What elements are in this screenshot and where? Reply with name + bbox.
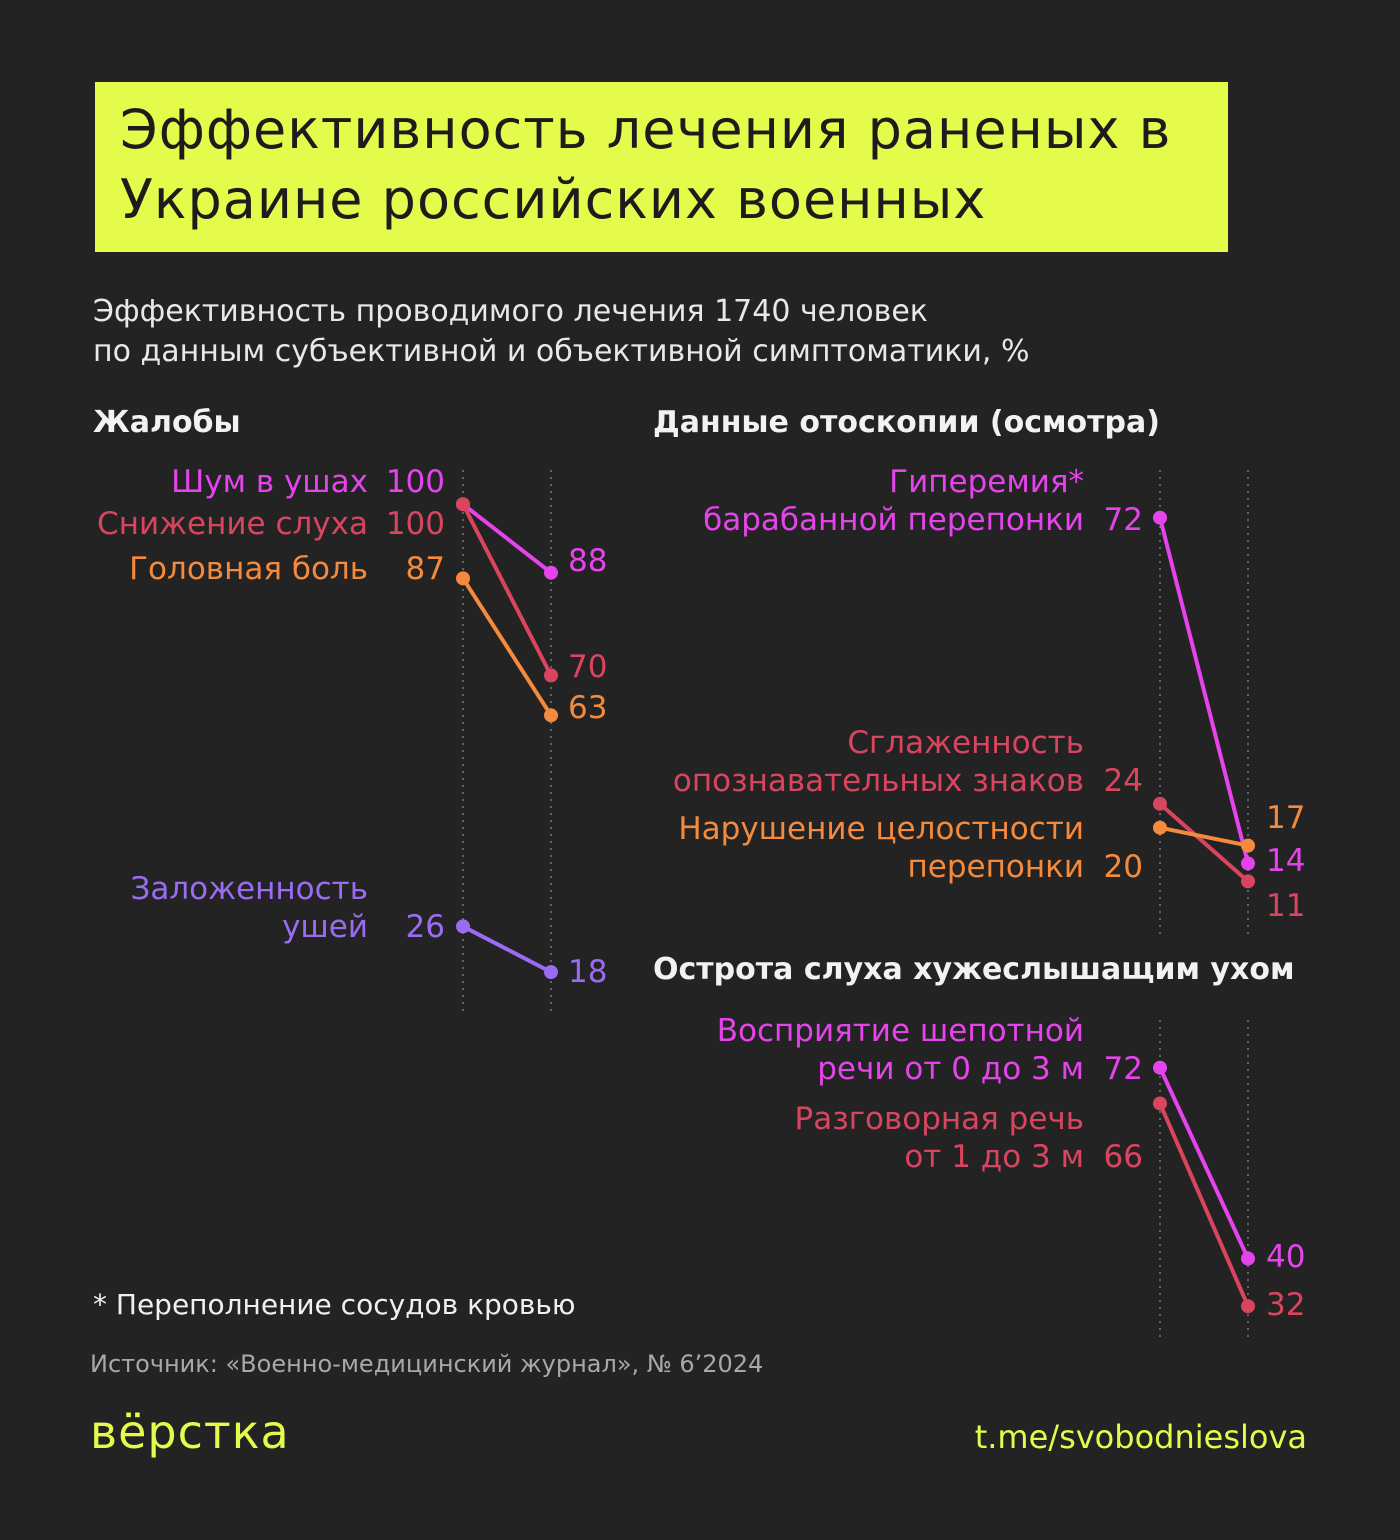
slope-line [1158, 802, 1250, 883]
point [456, 571, 470, 586]
panel-title: Жалобы [93, 405, 241, 440]
point [544, 708, 558, 723]
panel-title: Данные отоскопии (осмотра) [653, 405, 1160, 440]
slope-line [1159, 825, 1249, 848]
point [1153, 820, 1167, 835]
value-label: 100 [385, 506, 445, 542]
slope-line [1158, 1102, 1250, 1308]
slope-line [1158, 1066, 1250, 1260]
value-label: 24 [1103, 763, 1143, 799]
source: Источник: «Военно-медицинский журнал», №… [90, 1350, 764, 1378]
value-label: 100 [385, 464, 445, 500]
point [456, 919, 470, 934]
value-label: 66 [1103, 1139, 1143, 1175]
series-label: Сглаженность опознавательных знаков [672, 725, 1084, 799]
panel-title: Острота слуха хужеслышащим ухом [653, 952, 1295, 987]
slope-line [462, 924, 552, 974]
point [1241, 874, 1255, 889]
value-label: 20 [1103, 849, 1143, 885]
title: Эффективность лечения раненых в Украине … [120, 98, 1172, 231]
point [1153, 510, 1167, 525]
value-label: 26 [405, 909, 445, 945]
series-label: Головная боль [129, 551, 368, 587]
point [1153, 1060, 1167, 1075]
value-label: 32 [1266, 1287, 1306, 1323]
value-label: 40 [1266, 1239, 1306, 1275]
title-box [95, 82, 1228, 252]
point [1153, 796, 1167, 811]
footnote: * Переполнение сосудов кровью [93, 1288, 576, 1321]
series-label: Разговорная речь от 1 до 3 м [794, 1101, 1084, 1175]
slope-line [461, 503, 553, 677]
series-label: Снижение слуха [97, 506, 368, 542]
slope-line [461, 502, 553, 575]
point [456, 497, 470, 512]
value-label: 72 [1103, 502, 1143, 538]
point [1241, 1251, 1255, 1266]
slope-line [1158, 517, 1250, 864]
value-label: 11 [1266, 888, 1306, 924]
subtitle: Эффективность проводимого лечения 1740 ч… [93, 294, 1030, 369]
value-label: 63 [568, 690, 608, 726]
series-label: Гиперемия* барабанной перепонки [703, 464, 1084, 538]
slope-line [461, 577, 553, 717]
point [544, 668, 558, 683]
point [1241, 838, 1255, 853]
series-label: Восприятие шепотной речи от 0 до 3 м [716, 1013, 1084, 1087]
series-label: Шум в ушах [171, 464, 368, 500]
point [544, 965, 558, 980]
point [544, 565, 558, 580]
link[interactable]: t.me/svobodnieslova [974, 1418, 1307, 1456]
value-label: 14 [1266, 843, 1306, 879]
series-label: Заложенность ушей [130, 871, 368, 945]
series-label: Нарушение целостности перепонки [678, 811, 1084, 885]
value-label: 70 [568, 649, 608, 685]
value-label: 72 [1103, 1051, 1143, 1087]
brand-logo: вёрстка [90, 1405, 290, 1459]
value-label: 17 [1266, 800, 1306, 836]
value-label: 88 [568, 543, 608, 579]
point [1241, 1299, 1255, 1314]
point [1153, 1096, 1167, 1111]
value-label: 87 [405, 551, 445, 587]
value-label: 18 [568, 954, 608, 990]
point [1241, 856, 1255, 871]
